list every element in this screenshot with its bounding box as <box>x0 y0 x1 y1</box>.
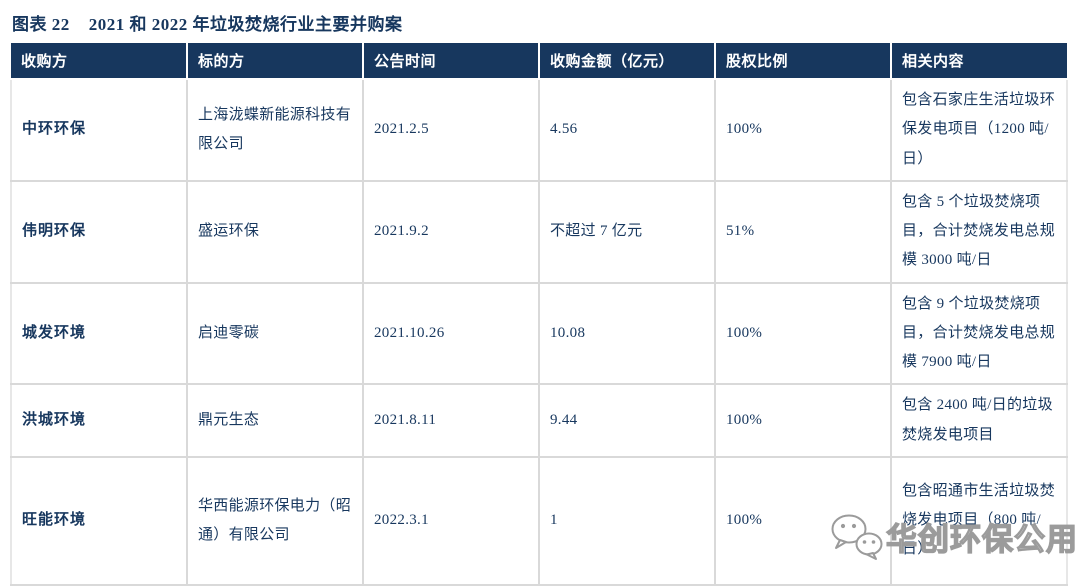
cell-amount: 不超过 7 亿元 <box>538 179 716 284</box>
cell-acquirer: 旺能环境 <box>10 455 188 586</box>
cell-content: 包含 5 个垃圾焚烧项目，合计焚烧发电总规模 3000 吨/日 <box>890 179 1068 284</box>
cell-target: 鼎元生态 <box>186 383 364 458</box>
col-header-announce-date: 公告时间 <box>363 43 540 80</box>
cell-equity: 100% <box>714 455 892 586</box>
cell-amount: 1 <box>538 455 716 586</box>
cell-equity: 100% <box>714 281 892 386</box>
cell-date: 2021.9.2 <box>362 179 540 284</box>
ma-cases-table: 收购方 标的方 公告时间 收购金额（亿元） 股权比例 相关内容 中环环保 上海泷… <box>10 43 1068 586</box>
cell-amount: 9.44 <box>538 383 716 458</box>
col-header-acquirer: 收购方 <box>11 43 188 80</box>
cell-target: 启迪零碳 <box>186 281 364 386</box>
col-header-target: 标的方 <box>187 43 364 80</box>
cell-acquirer: 洪城环境 <box>10 383 188 458</box>
cell-content: 包含 9 个垃圾焚烧项目，合计焚烧发电总规模 7900 吨/日 <box>890 281 1068 386</box>
table-body: 中环环保 上海泷蝶新能源科技有限公司 2021.2.5 4.56 100% 包含… <box>10 78 1068 586</box>
col-header-amount: 收购金额（亿元） <box>539 43 716 80</box>
cell-content: 包含 2400 吨/日的垃圾焚烧发电项目 <box>890 383 1068 458</box>
header-row: 收购方 标的方 公告时间 收购金额（亿元） 股权比例 相关内容 <box>11 43 1067 80</box>
cell-acquirer: 城发环境 <box>10 281 188 386</box>
cell-content: 包含昭通市生活垃圾焚烧发电项目（800 吨/日） <box>890 455 1068 586</box>
cell-amount: 10.08 <box>538 281 716 386</box>
cell-date: 2021.10.26 <box>362 281 540 386</box>
table-row: 旺能环境 华西能源环保电力（昭通）有限公司 2022.3.1 1 100% 包含… <box>10 455 1068 586</box>
cell-equity: 100% <box>714 383 892 458</box>
col-header-equity-ratio: 股权比例 <box>715 43 892 80</box>
cell-date: 2022.3.1 <box>362 455 540 586</box>
table-row: 洪城环境 鼎元生态 2021.8.11 9.44 100% 包含 2400 吨/… <box>10 383 1068 458</box>
cell-acquirer: 伟明环保 <box>10 179 188 284</box>
cell-date: 2021.2.5 <box>362 78 540 182</box>
cell-equity: 51% <box>714 179 892 284</box>
cell-target: 华西能源环保电力（昭通）有限公司 <box>186 455 364 586</box>
cell-target: 上海泷蝶新能源科技有限公司 <box>186 78 364 182</box>
cell-content: 包含石家庄生活垃圾环保发电项目（1200 吨/日） <box>890 78 1068 182</box>
col-header-related-content: 相关内容 <box>891 43 1067 80</box>
cell-date: 2021.8.11 <box>362 383 540 458</box>
cell-amount: 4.56 <box>538 78 716 182</box>
table-row: 中环环保 上海泷蝶新能源科技有限公司 2021.2.5 4.56 100% 包含… <box>10 78 1068 182</box>
cell-equity: 100% <box>714 78 892 182</box>
table-header: 收购方 标的方 公告时间 收购金额（亿元） 股权比例 相关内容 <box>11 43 1067 80</box>
cell-target: 盛运环保 <box>186 179 364 284</box>
figure-title: 图表 22 2021 和 2022 年垃圾焚烧行业主要并购案 <box>12 15 403 34</box>
cell-acquirer: 中环环保 <box>10 78 188 182</box>
table-row: 伟明环保 盛运环保 2021.9.2 不超过 7 亿元 51% 包含 5 个垃圾… <box>10 179 1068 284</box>
table-row: 城发环境 启迪零碳 2021.10.26 10.08 100% 包含 9 个垃圾… <box>10 281 1068 386</box>
